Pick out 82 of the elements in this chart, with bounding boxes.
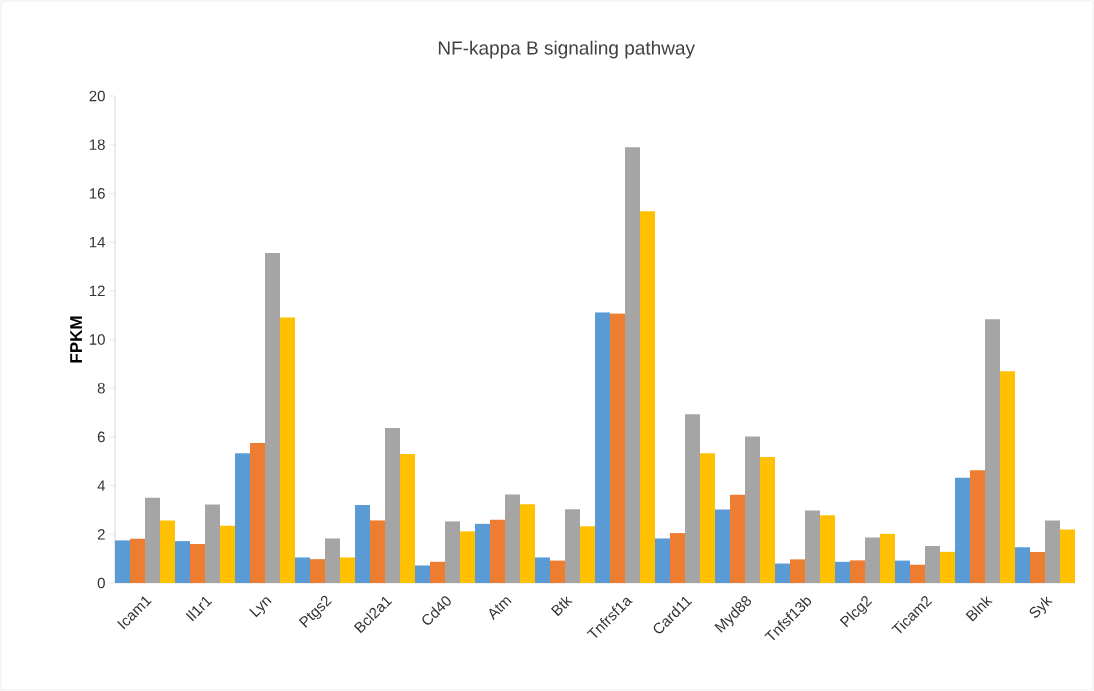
bar xyxy=(805,510,821,583)
bar xyxy=(400,453,416,583)
bar xyxy=(1045,520,1061,583)
bar xyxy=(445,521,461,583)
x-tick-label: Lyn xyxy=(249,597,272,618)
bar xyxy=(925,545,941,583)
y-tick-label: 2 xyxy=(97,529,105,540)
bar xyxy=(895,560,911,583)
bar xyxy=(745,436,761,583)
y-tick-label: 20 xyxy=(89,90,105,102)
bar xyxy=(715,509,731,583)
chart-title: NF-kappa B signaling pathway xyxy=(438,40,695,59)
bar xyxy=(535,557,551,583)
bar xyxy=(175,541,191,583)
bar xyxy=(490,519,506,583)
bar xyxy=(670,533,686,583)
x-tick-label: Syk xyxy=(1029,596,1053,618)
y-tick-label: 14 xyxy=(89,236,106,248)
bar xyxy=(985,319,1001,583)
bar xyxy=(310,559,326,583)
bar xyxy=(340,557,356,583)
bar xyxy=(880,533,896,583)
bar xyxy=(820,515,836,583)
bar xyxy=(460,531,476,583)
bar xyxy=(115,540,130,583)
bar xyxy=(910,564,926,583)
y-axis-title: FPKM xyxy=(70,316,82,363)
y-tick-label: 0 xyxy=(97,577,105,589)
x-tick-label: Btk xyxy=(550,596,573,617)
bar xyxy=(970,470,986,583)
bar xyxy=(730,494,746,583)
bar xyxy=(250,442,265,583)
bar xyxy=(235,453,251,583)
bar xyxy=(1060,529,1076,583)
bar xyxy=(655,538,671,583)
bar xyxy=(625,147,641,583)
bar xyxy=(505,494,521,583)
y-tick-label: 10 xyxy=(89,334,105,345)
bar xyxy=(550,560,566,583)
bar xyxy=(865,537,881,583)
bar xyxy=(610,313,626,583)
bar xyxy=(415,565,431,583)
bar xyxy=(1015,547,1031,583)
y-tick-label: 8 xyxy=(97,382,105,394)
bar xyxy=(355,505,371,583)
y-tick-label: 6 xyxy=(97,431,105,443)
bar xyxy=(775,563,791,583)
bar xyxy=(205,504,220,583)
bar xyxy=(190,544,206,583)
bar xyxy=(640,211,656,583)
bar xyxy=(475,523,491,583)
x-tick-label: Il1r1 xyxy=(185,596,213,622)
bar xyxy=(520,504,536,583)
bar xyxy=(790,559,806,583)
y-tick-label: 16 xyxy=(89,188,105,199)
bar xyxy=(325,538,341,583)
x-tick-label: Atm xyxy=(489,597,512,621)
bar xyxy=(595,312,611,583)
bar xyxy=(385,427,401,583)
bar xyxy=(265,253,281,583)
bar xyxy=(580,526,596,583)
bar xyxy=(1030,552,1046,583)
bar xyxy=(565,509,581,583)
bar xyxy=(220,525,236,583)
bar xyxy=(295,557,311,583)
bar xyxy=(1000,371,1016,583)
bar xyxy=(955,477,971,583)
bar xyxy=(145,497,161,583)
bar xyxy=(370,520,386,583)
bar xyxy=(280,317,296,583)
y-tick-label: 12 xyxy=(89,285,105,297)
bar xyxy=(700,453,716,583)
bar xyxy=(835,561,851,583)
bar xyxy=(685,414,701,583)
bar xyxy=(760,457,776,583)
bar xyxy=(940,551,956,583)
y-tick-label: 18 xyxy=(89,139,105,150)
bar xyxy=(850,560,866,583)
bar xyxy=(430,561,446,583)
bar xyxy=(130,538,145,583)
y-tick-label: 4 xyxy=(97,480,106,491)
bar xyxy=(160,520,175,583)
